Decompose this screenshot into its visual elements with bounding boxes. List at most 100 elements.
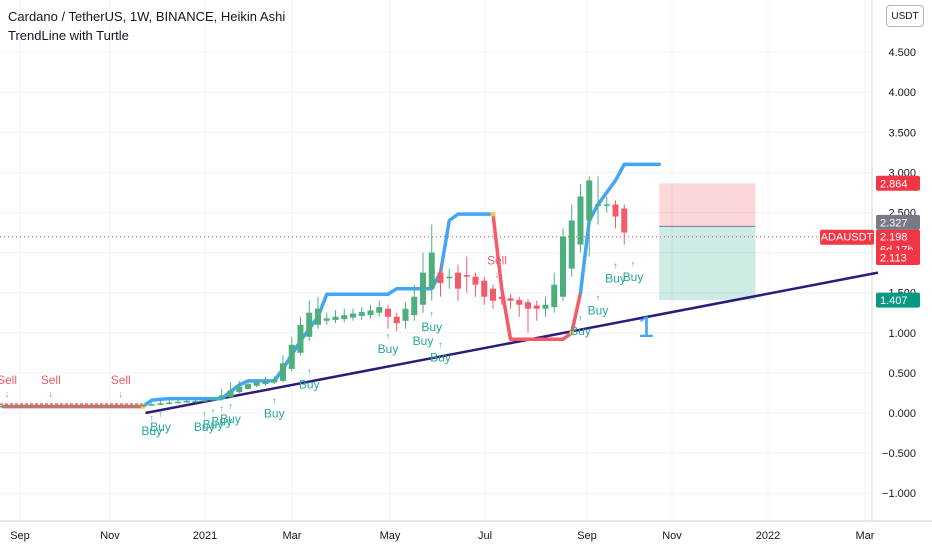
candle-body [280,363,286,381]
currency-button[interactable]: USDT [886,5,924,27]
y-tick-label: 4.500 [888,47,916,59]
buy-signal-label: Buy [588,304,609,318]
candle-body [533,305,540,309]
buy-signal-label: Buy [430,350,451,364]
open-price-tag: 2.113 [880,253,907,265]
buy-signal-label: Buy [150,420,171,434]
candle-body [420,272,426,305]
x-tick-label: Nov [100,530,120,542]
entry-price-tag-bg [876,214,920,230]
candle-body [140,404,146,407]
y-tick-label: −0.500 [882,448,916,460]
time-axis[interactable]: Sep Nov 2021 Mar May Jul Sep Nov 2022 Mar [10,530,875,542]
candle-body [175,401,181,404]
chart-grid [0,0,932,522]
candle-body [341,315,348,320]
x-tick-label: Mar [283,530,302,542]
candle-body [61,405,68,408]
candle-body [385,308,391,317]
candle-body [271,379,278,383]
turtle-junction-dot [490,211,496,217]
candle-body [350,313,356,318]
candle-body [577,196,584,245]
price-axis[interactable]: 4.5004.0003.5003.0002.5002.0001.5001.000… [882,47,916,500]
x-tick-label: May [380,530,401,542]
buy-signal-label: Buy [141,424,162,438]
candle-body [516,299,523,305]
turtle-red-segment [491,212,583,341]
stop-price-tag-bg [876,292,920,308]
x-tick-label: Jul [478,530,492,542]
candle-body [306,312,313,337]
candle-body [490,288,496,301]
buy-signal-label: Buy [623,270,644,284]
signals: ↑Buy↑Buy↑Buy↑Buy↑Buy↑Buy↑Buy↑Buy↑Buy↑Buy… [0,254,643,438]
candle-body [52,405,59,408]
sell-arrow: ↓ [49,389,54,399]
buy-arrow: ↑ [386,331,391,341]
sell-signal-label: Sell [111,373,131,387]
buy-signal-label: Buy [605,272,626,286]
candle-body [402,308,409,321]
buy-arrow: ↑ [596,293,601,303]
sell-signal-label: Sell [41,373,61,387]
candle-body [105,405,111,408]
buy-signal-label: Buy [570,324,591,338]
candle-body [612,204,619,217]
candle-body [245,384,251,389]
candle-body [70,405,76,408]
candle-body [210,398,216,401]
long-position-tool[interactable] [0,183,872,301]
trend-line[interactable] [145,271,879,415]
buy-arrow: ↑ [438,339,443,349]
candle-body [253,382,260,386]
entry-price-tag: 2.327 [880,217,908,229]
buy-arrow: ↑ [578,313,583,323]
sell-arrow: ↓ [119,389,124,399]
buy-signal-label: Buy [211,414,232,428]
annotation: 1 [638,311,655,344]
sell-signal-label: Sell [487,254,507,268]
sell-signal-label: Sell [0,373,17,387]
y-tick-label: 3.500 [888,127,916,139]
candle-body [323,318,330,321]
open-price-tag-bg [876,250,920,266]
y-tick-label: 0.500 [888,368,916,380]
candle-body [428,252,435,289]
x-tick-label: Nov [662,530,682,542]
candle-body [0,405,6,408]
buy-signal-label: Buy [264,406,285,420]
symbol-tag: ADAUSDT [821,232,874,244]
x-tick-label: Sep [577,530,597,542]
target-price-tag-bg [876,175,920,191]
candle-body [35,405,41,408]
buy-arrow: ↑ [272,395,277,405]
candle-body [288,344,295,369]
buy-arrow: ↑ [220,403,225,413]
candle-body [542,304,549,309]
buy-signal-label: Buy [203,418,224,432]
sell-arrow: ↓ [5,389,10,399]
y-tick-label: 1.000 [888,328,916,340]
candle-body [376,307,383,313]
candle-body [481,280,488,297]
annotation-number: 1 [638,311,655,344]
candle-body [525,302,531,309]
candles [0,176,628,408]
x-tick-label: Mar [856,530,875,542]
buy-arrow: ↑ [202,409,207,419]
candle-body [367,310,374,316]
candle-body [262,380,269,385]
x-tick-label: 2022 [756,530,780,542]
candle-body [17,405,24,408]
candle-body [463,275,470,277]
candle-body [507,298,514,301]
y-tick-label: −1.000 [882,488,916,500]
sell-arrow: ↓ [495,270,500,280]
stop-price-tag: 1.407 [880,295,908,307]
buy-arrow: ↑ [228,401,233,411]
buy-arrow: ↑ [150,413,155,423]
trendline-segment[interactable] [145,271,879,415]
